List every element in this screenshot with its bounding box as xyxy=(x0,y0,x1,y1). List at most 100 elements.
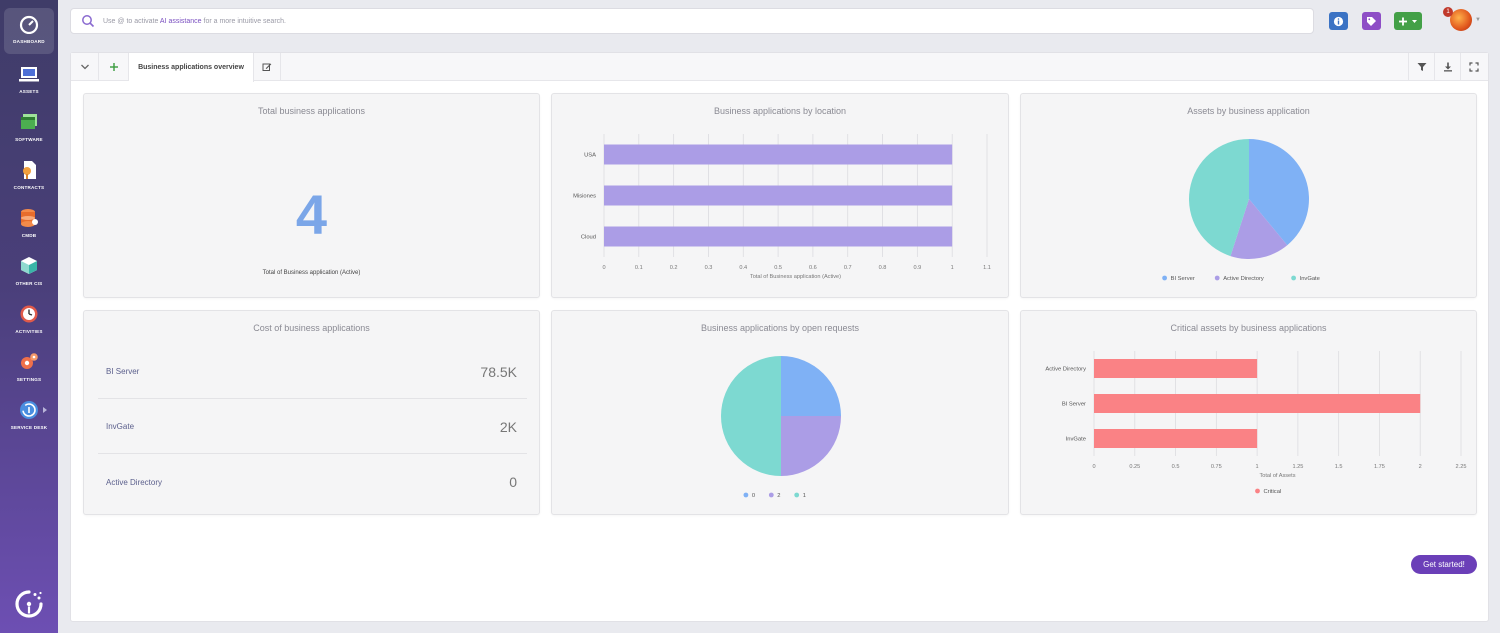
legend-marker xyxy=(768,492,774,498)
legend-marker xyxy=(1255,488,1260,494)
total-business-applications-card: Total business applications 4 Total of B… xyxy=(83,93,540,298)
x-tick-label: 1.5 xyxy=(1335,464,1343,470)
fullscreen-button[interactable] xyxy=(1460,53,1486,81)
legend-label: 1 xyxy=(803,493,806,499)
sidebar-item-activities[interactable]: ACTIVITIES xyxy=(0,298,58,344)
x-tick-label: 0.75 xyxy=(1211,464,1222,470)
sidebar-item-cmdb[interactable]: CMDB xyxy=(0,202,58,248)
card-title: Business applications by location xyxy=(713,106,847,116)
service-desk-icon xyxy=(19,400,39,420)
info-button[interactable] xyxy=(1329,12,1348,30)
chevron-down-icon[interactable]: ▼ xyxy=(1475,17,1481,23)
collapse-button[interactable] xyxy=(71,53,99,81)
avatar[interactable] xyxy=(1450,9,1472,31)
legend-label: BI Server xyxy=(1171,276,1195,282)
y-category-label: Misiones xyxy=(573,194,596,200)
y-category-label: BI Server xyxy=(1062,402,1086,408)
y-category-label: InvGate xyxy=(1066,437,1086,443)
x-tick-label: 0 xyxy=(1092,464,1095,470)
search-bar[interactable]: Use @ to activate AI assistance for a mo… xyxy=(70,8,1314,34)
info-icon xyxy=(1333,16,1344,26)
sidebar-item-assets[interactable]: ASSETS xyxy=(0,58,58,104)
y-category-label: Active Directory xyxy=(1045,367,1086,373)
cost-of-business-applications-card: Cost of business applications BI Server … xyxy=(83,310,540,515)
bar xyxy=(1094,359,1258,378)
x-tick-label: 1.25 xyxy=(1292,464,1303,470)
contracts-icon xyxy=(19,160,39,180)
sidebar-item-other-cis[interactable]: OTHER CIS xyxy=(0,250,58,296)
critical-assets-bar-chart: 0 0.25 0.5 0.75 1 1.25 1.5 1.75 2 2.25 Active Dire… xyxy=(1045,351,1467,495)
gears-icon xyxy=(19,352,39,372)
sidebar-item-software[interactable]: SOFTWARE xyxy=(0,106,58,152)
card-title: Assets by business application xyxy=(1187,106,1310,116)
legend-label: InvGate xyxy=(1300,276,1320,282)
sidebar-item-contracts[interactable]: CONTRACTS xyxy=(0,154,58,200)
x-axis-title: Total of Business application (Active) xyxy=(750,274,841,280)
database-icon xyxy=(19,208,39,228)
pie-slice xyxy=(1249,139,1309,246)
x-tick-label: 2 xyxy=(1419,464,1422,470)
boxes-icon xyxy=(19,256,39,276)
download-icon xyxy=(1443,62,1452,72)
card-title: Cost of business applications xyxy=(253,323,370,333)
x-tick-label: 1 xyxy=(1256,464,1259,470)
sidebar-item-dashboard[interactable]: DASHBOARD xyxy=(4,8,54,54)
tags-button[interactable] xyxy=(1362,12,1381,30)
y-category-label: Cloud xyxy=(581,235,596,241)
legend-label: Active Directory xyxy=(1223,276,1264,282)
legend-marker xyxy=(794,492,800,498)
x-axis-title: Total of Assets xyxy=(1259,473,1295,479)
assets-pie-chart: BI Server Active Directory InvGate xyxy=(1162,139,1320,282)
add-new-button[interactable] xyxy=(1394,12,1422,30)
legend-label: 2 xyxy=(777,493,780,499)
filter-button[interactable] xyxy=(1408,53,1434,81)
software-icon xyxy=(19,112,39,132)
edit-icon xyxy=(262,63,272,71)
add-tab-button[interactable] xyxy=(99,53,129,81)
cost-row[interactable]: InvGate 2K xyxy=(98,400,527,454)
plus-dropdown-icon xyxy=(1399,17,1417,25)
fullscreen-icon xyxy=(1468,62,1479,72)
get-started-button[interactable]: Get started! xyxy=(1411,555,1477,574)
legend-marker xyxy=(1214,275,1220,281)
edit-tab-button[interactable] xyxy=(254,53,281,81)
legend-label: Critical xyxy=(1264,489,1282,495)
chevron-right-icon[interactable] xyxy=(42,407,48,413)
critical-assets-card: Critical assets by business applications… xyxy=(1020,310,1477,515)
tab-business-applications-overview[interactable]: Business applications overview xyxy=(129,53,254,82)
cost-row[interactable]: Active Directory 0 xyxy=(106,474,517,490)
card-title: Business applications by open requests xyxy=(700,323,860,333)
open-requests-pie-chart: 0 2 1 xyxy=(721,356,841,499)
pie-slice xyxy=(1189,139,1249,257)
bar xyxy=(604,185,953,206)
sidebar-item-service-desk[interactable]: SERVICE DESK xyxy=(0,394,58,440)
x-tick-label: 0.8 xyxy=(879,265,887,271)
x-tick-label: 1.75 xyxy=(1374,464,1385,470)
dashboard-icon xyxy=(19,14,39,34)
plus-icon xyxy=(109,63,118,71)
business-applications-by-location-card: Business applications by location 0 0.1 0.… xyxy=(551,93,1009,298)
x-tick-label: 0 xyxy=(602,265,605,271)
bar xyxy=(604,144,953,165)
y-category-label: USA xyxy=(584,153,596,159)
pie-slice xyxy=(781,356,841,416)
x-tick-label: 2.25 xyxy=(1456,464,1467,470)
x-tick-label: 0.1 xyxy=(635,265,643,271)
pie-slice xyxy=(721,356,781,476)
download-button[interactable] xyxy=(1434,53,1460,81)
x-tick-label: 0.5 xyxy=(1172,464,1180,470)
filter-icon xyxy=(1417,63,1426,71)
bar xyxy=(1094,394,1421,413)
cost-row[interactable]: BI Server 78.5K xyxy=(98,345,527,399)
x-tick-label: 1 xyxy=(951,265,954,271)
search-icon xyxy=(82,15,95,28)
x-tick-label: 0.25 xyxy=(1129,464,1140,470)
x-tick-label: 0.3 xyxy=(705,265,713,271)
tag-icon xyxy=(1367,16,1376,26)
invgate-logo-icon xyxy=(15,590,43,618)
sidebar-item-settings[interactable]: SETTINGS xyxy=(0,346,58,392)
x-tick-label: 0.7 xyxy=(844,265,852,271)
legend-marker xyxy=(1291,275,1296,281)
sidebar: DASHBOARD ASSETS SOFTWARE CONTRACTS CMDB… xyxy=(0,0,58,633)
clock-icon xyxy=(19,304,39,324)
